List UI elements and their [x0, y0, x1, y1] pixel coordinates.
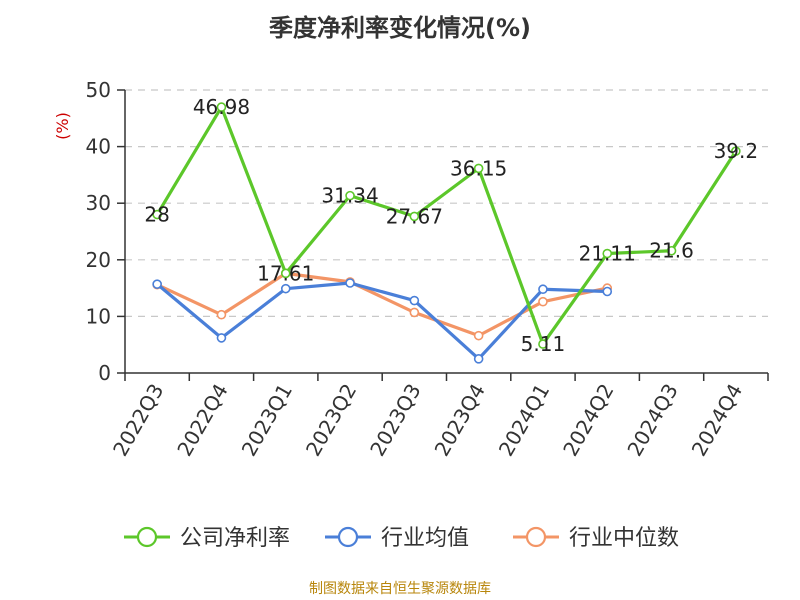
data-point [345, 278, 355, 288]
x-tick-label: 2023Q4 [430, 380, 490, 461]
data-point [409, 295, 420, 306]
x-tick-label: 2024Q2 [558, 380, 618, 461]
x-tick-label: 2023Q3 [365, 380, 425, 461]
y-tick-label: 50 [86, 78, 111, 102]
data-label: 36.15 [450, 156, 507, 180]
data-point [152, 209, 162, 220]
data-point [409, 307, 420, 318]
legend-marker [337, 526, 359, 548]
x-tick-label: 2023Q2 [301, 380, 361, 461]
data-point [473, 354, 484, 364]
y-tick-label: 10 [86, 304, 111, 328]
data-point [666, 245, 677, 256]
data-point [216, 309, 227, 320]
x-tick-label: 2024Q3 [622, 380, 682, 461]
legend: 公司净利率 行业均值 行业中位数 [124, 526, 679, 551]
data-label: 39.2 [714, 139, 759, 163]
x-tick-label: 2023Q1 [237, 380, 297, 461]
data-label: 46.98 [193, 95, 250, 119]
legend-item: 行业均值 [325, 526, 469, 551]
series-line [155, 105, 738, 346]
data-point [216, 333, 227, 343]
data-point [280, 268, 291, 279]
gridlines [125, 89, 768, 317]
data-label: 17.61 [257, 261, 314, 285]
series-lines [152, 102, 741, 364]
y-tick-label: 30 [86, 191, 111, 215]
data-point [345, 190, 355, 201]
legend-item: 行业中位数 [513, 526, 679, 551]
series-line [156, 281, 608, 361]
data-labels: 28 46.98 17.61 31.34 27.67 36.15 5.11 21.11 21.6… [144, 95, 758, 356]
series-2 [152, 268, 613, 341]
data-point [538, 296, 548, 307]
legend-item: 公司净利率 [124, 526, 290, 551]
data-point [473, 330, 484, 341]
data-label: 31.34 [321, 184, 378, 208]
legend-marker [525, 526, 547, 548]
x-tick-label: 2024Q4 [687, 380, 747, 461]
x-tick-label: 2022Q3 [108, 380, 168, 461]
data-label: 21.6 [649, 239, 694, 263]
data-source-note: 制图数据来自恒生聚源数据库 [309, 581, 491, 597]
data-point [473, 163, 484, 174]
data-point [280, 283, 291, 294]
data-point [538, 284, 548, 295]
chart-title: 季度净利率变化情况(%) [269, 14, 531, 42]
data-point [602, 286, 613, 297]
data-label: 21.11 [579, 242, 636, 266]
legend-label: 行业均值 [381, 526, 469, 551]
x-tick-label: 2022Q4 [172, 380, 232, 461]
series-line [156, 271, 608, 338]
data-point [409, 211, 420, 222]
data-label: 28 [144, 203, 169, 227]
y-axis-unit-label: (%) [53, 112, 72, 140]
data-point [152, 279, 162, 289]
y-tick-label: 20 [86, 248, 111, 272]
data-label: 5.11 [521, 332, 566, 356]
data-point [731, 146, 741, 156]
data-point [216, 102, 227, 112]
data-point [602, 248, 613, 259]
series-0 [152, 102, 741, 349]
y-tick-label: 0 [98, 361, 111, 385]
x-tick-label: 2024Q1 [494, 380, 554, 461]
series-1 [152, 278, 613, 364]
data-label: 27.67 [386, 204, 443, 228]
y-tick-label: 40 [86, 135, 111, 159]
data-point [538, 339, 548, 349]
legend-label: 行业中位数 [569, 526, 679, 551]
legend-marker [136, 526, 158, 548]
legend-label: 公司净利率 [180, 526, 290, 551]
